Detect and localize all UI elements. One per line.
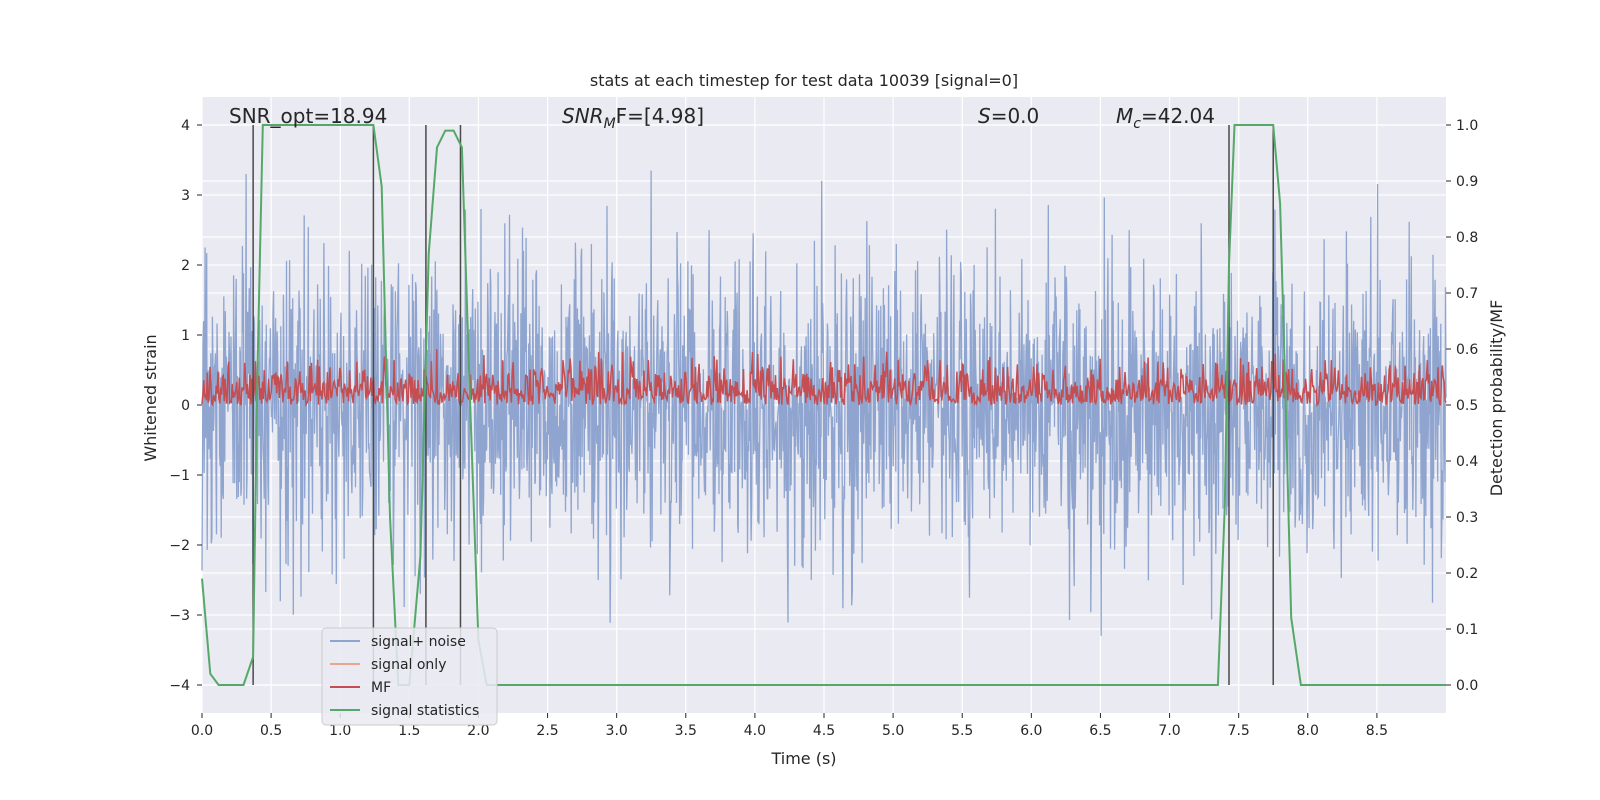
annotation-snr-mf-main: SNR [562, 104, 604, 128]
x-tick-label-5: 2.5 [536, 723, 558, 739]
y-left-tick-label-6: −2 [169, 538, 190, 554]
x-tick-label-8: 4.0 [744, 723, 766, 739]
x-tick-label-14: 7.0 [1158, 723, 1180, 739]
y-right-tick-label-5: 0.5 [1456, 398, 1478, 414]
y-right-tick-label-8: 0.2 [1456, 566, 1478, 582]
noise-line [201, 170, 1447, 636]
x-tick-label-16: 8.0 [1297, 723, 1319, 739]
x-tick-label-9: 4.5 [813, 723, 835, 739]
legend-box [321, 627, 498, 726]
x-tick-label-13: 6.5 [1089, 723, 1111, 739]
y-left-tick-label-0: 4 [181, 118, 190, 134]
annotation-snr-mf: SNRMF=[4.98] [562, 104, 704, 132]
y-right-tick-label-10: 0.0 [1456, 678, 1478, 694]
annotation-snr-mf-rest: F=[4.98] [616, 104, 704, 128]
y-left-tick-label-8: −4 [169, 678, 190, 694]
x-tick-label-7: 3.5 [675, 723, 697, 739]
y-left-tick-label-4: 0 [181, 398, 190, 414]
y-right-tick-label-1: 0.9 [1456, 174, 1478, 190]
mf-line [201, 349, 1447, 408]
x-tick-label-15: 7.5 [1228, 723, 1250, 739]
vertical-markers [252, 125, 1274, 685]
y-right-tick-label-9: 0.1 [1456, 622, 1478, 638]
x-tick-label-17: 8.5 [1366, 723, 1388, 739]
annotation-mc: Mc=42.04 [1116, 104, 1215, 132]
x-tick-label-4: 2.0 [467, 723, 489, 739]
x-tick-label-2: 1.0 [329, 723, 351, 739]
x-axis-label: Time (s) [770, 749, 836, 768]
y-left-tick-label-5: −1 [169, 468, 190, 484]
x-tick-label-12: 6.0 [1020, 723, 1042, 739]
chart-title: stats at each timestep for test data 100… [590, 71, 1018, 90]
annotation-s-main: S [978, 104, 991, 128]
y-right-tick-label-3: 0.7 [1456, 286, 1478, 302]
x-tick-label-0: 0.0 [191, 723, 213, 739]
annotation-snr-mf-sub: M [604, 116, 616, 132]
x-tick-label-10: 5.0 [882, 723, 904, 739]
x-tick-label-11: 5.5 [951, 723, 973, 739]
y-left-tick-label-3: 1 [181, 328, 190, 344]
y-axis-label-right: Detection probability/MF [1487, 300, 1506, 497]
y-right-tick-label-6: 0.4 [1456, 454, 1478, 470]
y-right-tick-label-7: 0.3 [1456, 510, 1478, 526]
signal-noise-series [201, 170, 1447, 636]
y-left-tick-label-1: 3 [181, 188, 190, 204]
legend: signal+ noise signal only MF signal stat… [321, 627, 498, 726]
annotation-mc-rest: =42.04 [1141, 104, 1215, 128]
legend-label-signal-statistics: signal statistics [371, 703, 479, 719]
annotation-s-rest: =0.0 [991, 104, 1040, 128]
annotation-mc-sub: c [1133, 116, 1141, 132]
legend-label-signal-noise: signal+ noise [371, 634, 466, 650]
y-right-tick-label-2: 0.8 [1456, 230, 1478, 246]
y-right-tick-label-4: 0.6 [1456, 342, 1478, 358]
x-tick-label-6: 3.0 [606, 723, 628, 739]
y-left-tick-label-2: 2 [181, 258, 190, 274]
legend-label-signal-only: signal only [371, 657, 446, 673]
axis-ticks: 0.0 0.5 1.0 1.5 2.0 2.5 3.0 3.5 4.0 4.5 5.0 5.5 6.0 6… [169, 118, 1478, 739]
annotation-s: S=0.0 [978, 104, 1039, 128]
signal-statistics-series [201, 124, 1446, 686]
signal-statistics-line [201, 124, 1446, 686]
legend-label-mf: MF [371, 680, 391, 696]
y-axis-label-left: Whitened strain [141, 334, 160, 461]
annotation-snr-opt: SNR_opt=18.94 [229, 104, 387, 128]
y-right-tick-label-0: 1.0 [1456, 118, 1478, 134]
x-tick-label-3: 1.5 [398, 723, 420, 739]
annotation-mc-main: M [1116, 104, 1133, 128]
mf-series [201, 349, 1447, 408]
x-tick-label-1: 0.5 [260, 723, 282, 739]
y-left-tick-label-7: −3 [169, 608, 190, 624]
